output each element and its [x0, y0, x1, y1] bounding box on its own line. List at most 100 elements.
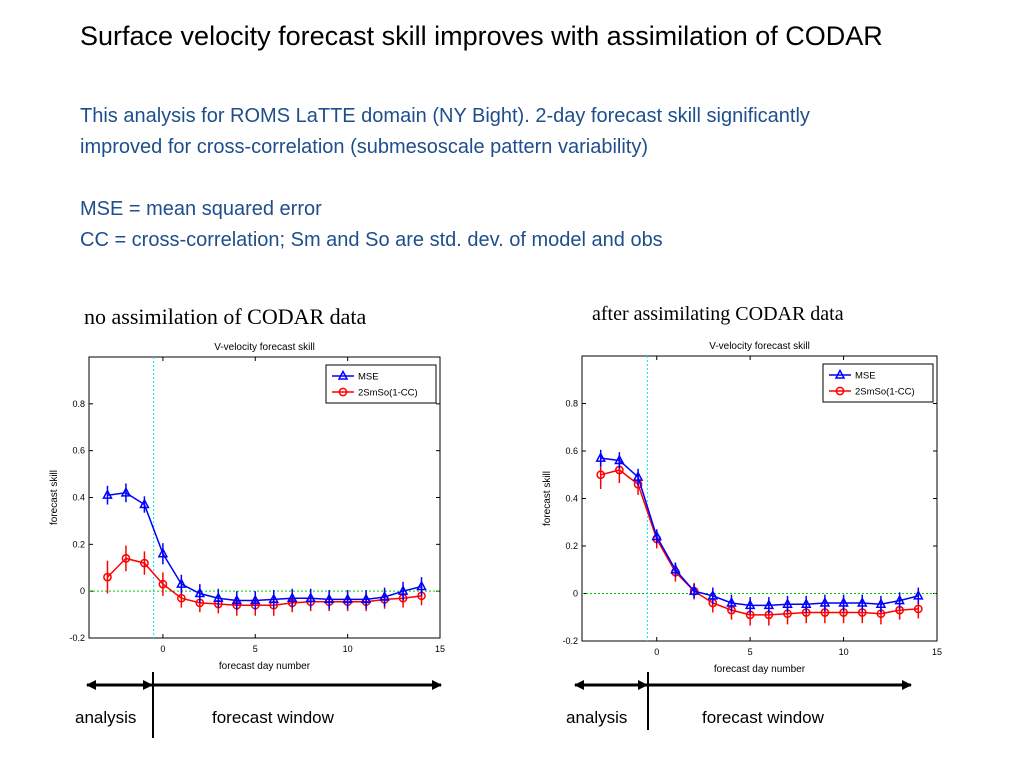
data-point-triangle: [857, 596, 868, 607]
data-point-circle: [158, 579, 168, 589]
x-tick-label: 10: [343, 644, 353, 654]
data-point-circle: [103, 572, 112, 582]
data-point-triangle: [614, 454, 625, 465]
chart-no-assimilation: V-velocity forecast skill -0.2 0 0.2 0.4 0.6 0…: [49, 342, 445, 672]
y-tick-label: 0.8: [565, 399, 578, 409]
x-tick-label: 5: [748, 647, 753, 657]
legend-marker-triangle: [337, 369, 349, 380]
legend-box: [325, 364, 437, 404]
y-tick-label: 0.2: [72, 539, 85, 549]
data-point-triangle: [157, 547, 169, 558]
data-point-triangle: [707, 589, 719, 600]
legend-label: 2SmSo(1-CC): [855, 387, 915, 398]
data-point-triangle: [268, 593, 279, 604]
series-line: [107, 492, 422, 602]
data-point-triangle: [894, 594, 905, 605]
description-line: MSE = mean squared error: [80, 198, 322, 220]
data-point-circle: [596, 470, 606, 480]
y-tick-label: 0.6: [72, 446, 85, 456]
y-tick-label: -0.2: [69, 633, 85, 643]
y-axis-label: forecast skill: [49, 470, 60, 525]
data-point-triangle: [305, 592, 316, 602]
caption-no-assimilation: no assimilation of CODAR data: [84, 304, 367, 329]
data-point-circle: [177, 593, 186, 603]
data-point-triangle: [651, 530, 662, 541]
y-tick-label: 0.6: [565, 446, 578, 456]
legend-label: MSE: [855, 371, 876, 382]
data-point-triangle: [688, 585, 700, 595]
data-point-triangle: [176, 578, 187, 588]
data-point-triangle: [120, 486, 132, 497]
legend-marker-triangle: [834, 368, 846, 379]
series-mse: [102, 483, 427, 610]
x-tick-label: 0: [160, 644, 165, 654]
data-point-triangle: [632, 471, 644, 481]
slide-title: Surface velocity forecast skill improves…: [80, 21, 883, 51]
x-axis-label: forecast day number: [714, 664, 806, 675]
data-point-triangle: [670, 563, 681, 574]
data-point-triangle: [875, 598, 887, 608]
y-tick-label: 0: [80, 586, 85, 596]
data-point-circle: [140, 558, 149, 568]
data-point-triangle: [913, 589, 924, 600]
data-point-triangle: [194, 587, 206, 598]
legend: MSE 2SmSo(1-CC): [822, 363, 934, 403]
legend-label: 2SmSo(1-CC): [358, 388, 418, 399]
description-line: improved for cross-correlation (submesos…: [80, 136, 648, 158]
forecast-window-label-left: forecast window: [212, 708, 334, 727]
data-point-triangle: [819, 596, 831, 607]
legend-box: [822, 363, 934, 403]
data-point-triangle: [323, 593, 335, 604]
analysis-label-right: analysis: [566, 708, 628, 727]
data-point-triangle: [213, 592, 224, 602]
chart-after-assimilation: V-velocity forecast skill -0.2 0 0.2 0.4 0.6 0…: [542, 341, 942, 675]
data-point-triangle: [838, 596, 849, 607]
data-point-triangle: [360, 593, 372, 604]
data-point-triangle: [139, 498, 150, 509]
legend-marker-circle: [835, 386, 845, 396]
slide-description: This analysis for ROMS LaTTE domain (NY …: [80, 101, 980, 256]
data-point-triangle: [800, 598, 812, 608]
x-tick-label: 15: [932, 647, 942, 657]
y-tick-label: -0.2: [562, 636, 578, 646]
timeline-left: [86, 672, 442, 738]
data-point-triangle: [782, 598, 793, 608]
data-point-triangle: [250, 594, 261, 605]
x-tick-label: 0: [654, 647, 659, 657]
y-tick-label: 0.8: [72, 399, 85, 409]
data-point-triangle: [342, 593, 353, 604]
x-tick-label: 10: [839, 647, 849, 657]
data-point-triangle: [744, 599, 756, 610]
data-point-triangle: [397, 585, 409, 595]
data-point-circle: [121, 554, 131, 563]
legend-label: MSE: [358, 372, 379, 383]
chart-title: V-velocity forecast skill: [709, 341, 810, 352]
data-point-triangle: [102, 489, 113, 499]
timeline-right: [574, 672, 912, 730]
data-point-triangle: [763, 599, 775, 610]
chart-title: V-velocity forecast skill: [214, 342, 315, 353]
legend: MSE 2SmSo(1-CC): [325, 364, 437, 404]
y-axis-label: forecast skill: [542, 471, 553, 526]
y-tick-label: 0.4: [565, 494, 578, 504]
legend-marker-circle: [338, 387, 348, 397]
forecast-window-label-right: forecast window: [702, 708, 824, 727]
caption-after-assimilation: after assimilating CODAR data: [592, 303, 844, 325]
data-point-triangle: [379, 590, 390, 601]
x-tick-label: 15: [435, 644, 445, 654]
x-tick-label: 5: [253, 644, 258, 654]
x-axis-label: forecast day number: [219, 661, 311, 672]
data-point-triangle: [416, 580, 427, 591]
description-line: This analysis for ROMS LaTTE domain (NY …: [80, 105, 810, 127]
y-tick-label: 0.2: [565, 541, 578, 551]
data-point-circle: [913, 604, 923, 614]
series-mse: [595, 449, 924, 614]
data-point-triangle: [286, 592, 298, 602]
data-point-triangle: [231, 594, 243, 605]
data-point-triangle: [595, 452, 606, 462]
y-tick-label: 0.4: [72, 493, 85, 503]
y-tick-label: 0: [573, 589, 578, 599]
analysis-label-left: analysis: [75, 708, 137, 727]
description-line: CC = cross-correlation; Sm and So are st…: [80, 229, 663, 251]
